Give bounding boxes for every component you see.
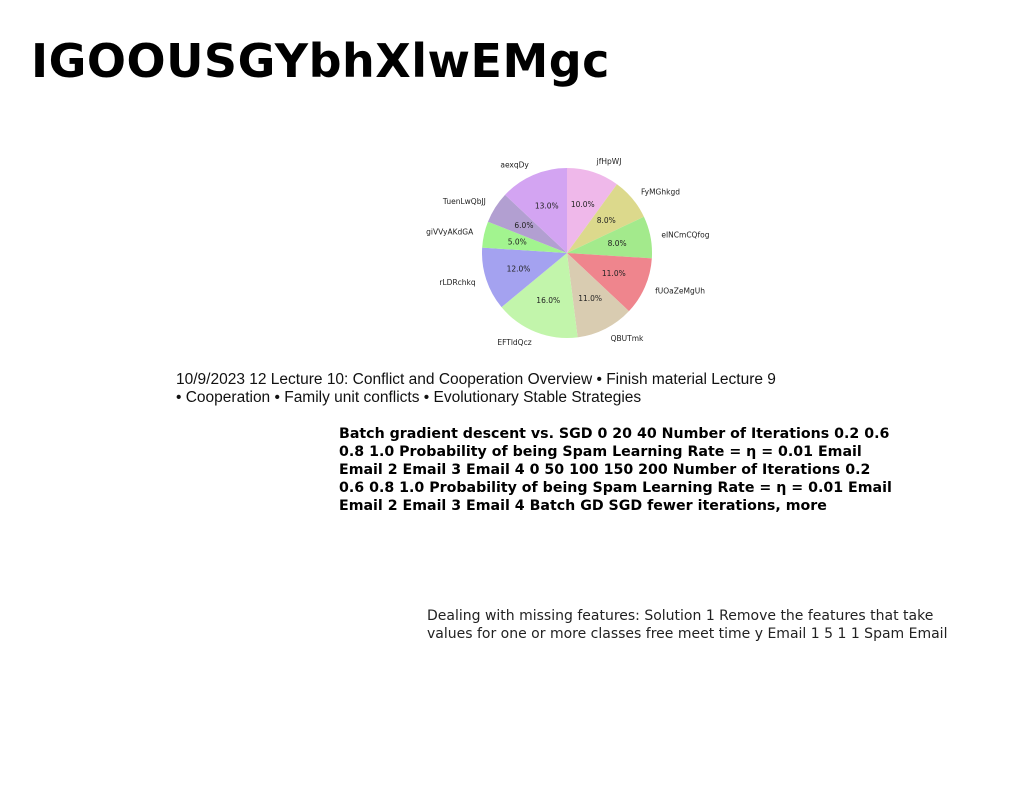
pie-slice-jfhpwj	[567, 168, 617, 253]
pie-percent-labels: 10.0%8.0%8.0%11.0%11.0%16.0%12.0%5.0%6.0…	[507, 200, 627, 305]
pie-category-label: QBUTmk	[611, 334, 644, 343]
pie-percent-label: 11.0%	[578, 294, 602, 303]
pie-category-label: eINCmCQfog	[661, 231, 709, 240]
pie-percent-label: 8.0%	[597, 216, 616, 225]
pie-category-label: TuenLwQbJJ	[442, 197, 486, 206]
pie-percent-label: 8.0%	[608, 239, 627, 248]
pie-category-label: EFTldQcz	[497, 338, 531, 347]
pie-category-label: aexqDy	[500, 160, 529, 169]
pie-percent-label: 5.0%	[508, 237, 527, 246]
pie-slice-qbutmk	[567, 253, 629, 338]
pie-percent-label: 16.0%	[536, 296, 560, 305]
pie-slice-fymghkgd	[567, 184, 644, 253]
pie-slices	[482, 168, 652, 338]
pie-percent-label: 13.0%	[535, 202, 559, 211]
missing-features-text: Dealing with missing features: Solution …	[427, 608, 948, 642]
lecture-overview-text: 10/9/2023 12 Lecture 10: Conflict and Co…	[176, 371, 776, 406]
pie-percent-label: 6.0%	[514, 221, 533, 230]
pie-percent-label: 10.0%	[571, 200, 595, 209]
pie-category-label: jfHpWJ	[596, 157, 622, 166]
gradient-descent-text: Batch gradient descent vs. SGD 0 20 40 N…	[339, 426, 892, 514]
pie-slice-eftldqcz	[501, 253, 578, 338]
pie-category-label: rLDRchkq	[439, 278, 475, 287]
pie-percent-label: 11.0%	[602, 269, 626, 278]
pie-slice-eincmcqfog	[567, 216, 652, 259]
page-title: IGOOUSGYbhXlwEMgc	[31, 34, 610, 88]
pie-chart: 10.0%8.0%8.0%11.0%11.0%16.0%12.0%5.0%6.0…	[426, 157, 710, 347]
pie-category-label: giVVyAKdGA	[426, 228, 474, 237]
pie-percent-label: 12.0%	[507, 264, 531, 273]
pie-category-label: FyMGhkgd	[641, 187, 680, 196]
pie-slice-tuenlwqbjj	[487, 194, 567, 253]
pie-category-label: fUOaZeMgUh	[655, 287, 705, 296]
pie-slice-givvyakdga	[482, 221, 567, 253]
pie-category-labels: jfHpWJ FyMGhkgd eINCmCQfog fUOaZeMgUh QBUTmk…	[426, 157, 710, 347]
pie-slice-aexqdy	[505, 168, 567, 253]
pie-slice-fuoazemguh	[567, 253, 652, 312]
pie-slice-rldrchkq	[482, 247, 567, 308]
